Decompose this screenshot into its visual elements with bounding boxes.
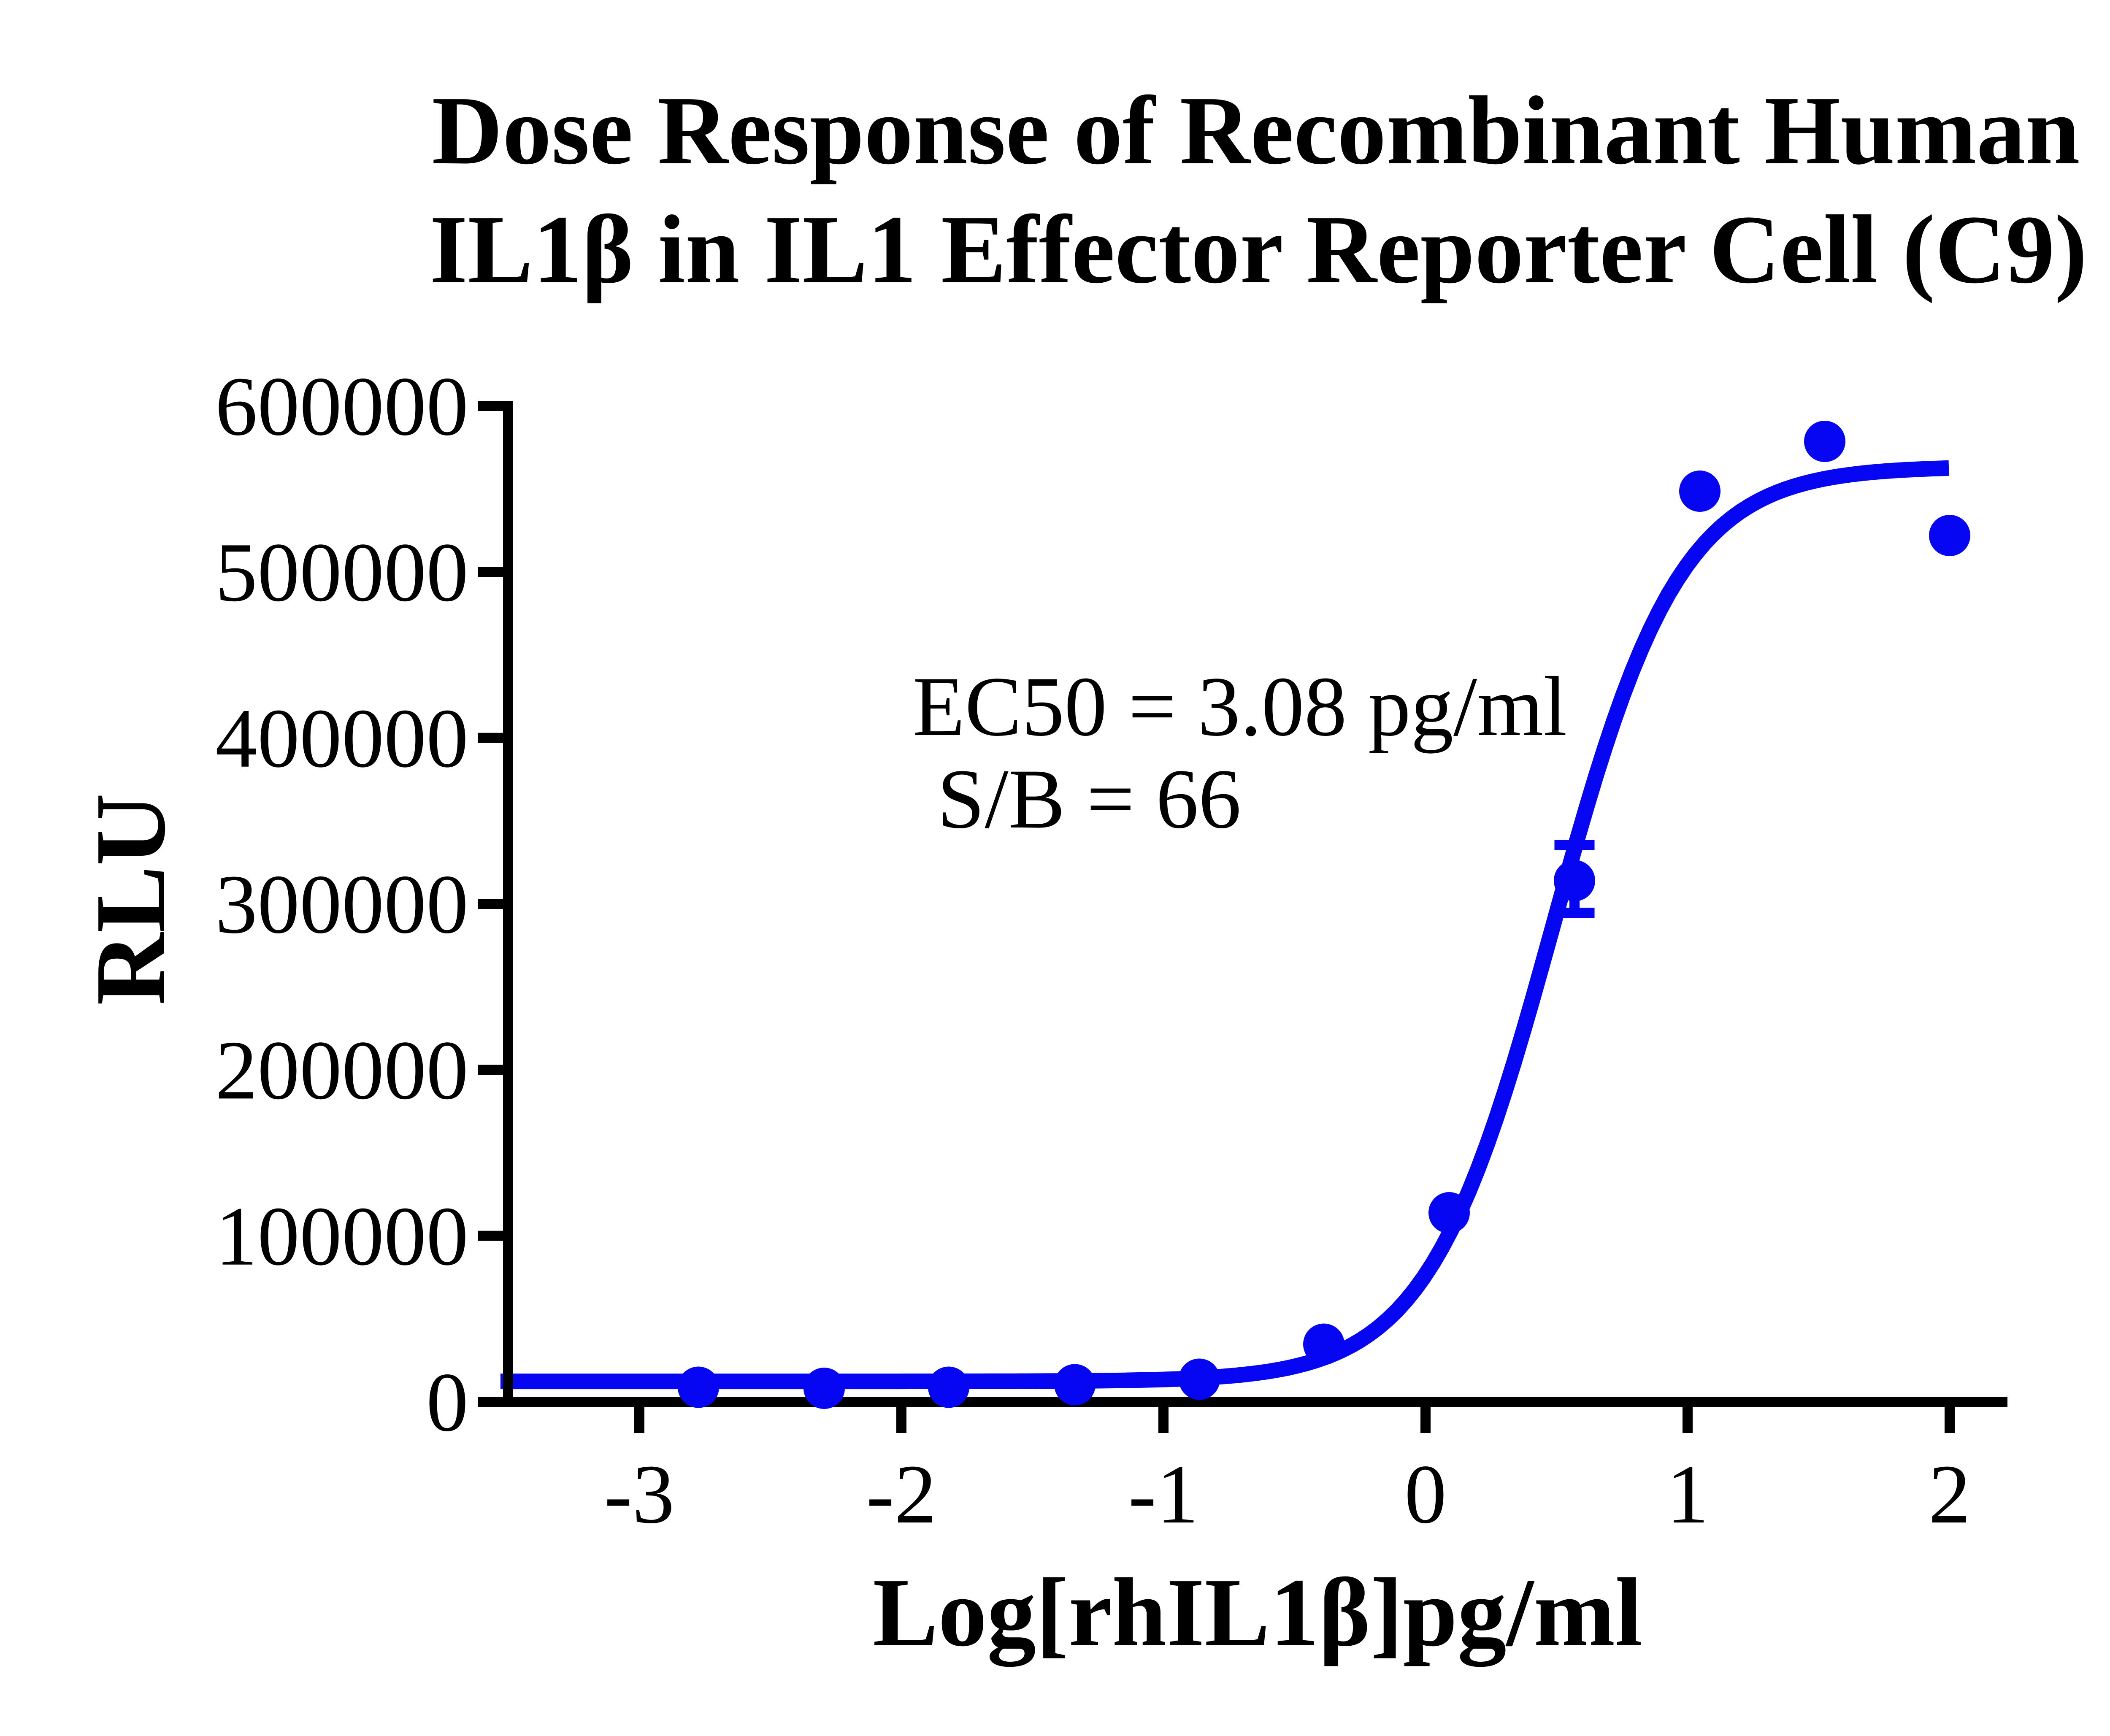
svg-text:2: 2 xyxy=(1929,1448,1971,1541)
svg-text:0: 0 xyxy=(1404,1448,1447,1541)
svg-text:EC50 = 3.08 pg/ml: EC50 = 3.08 pg/ml xyxy=(913,659,1567,754)
svg-text:500000: 500000 xyxy=(215,526,468,619)
svg-text:RLU: RLU xyxy=(75,793,186,1006)
svg-text:1: 1 xyxy=(1666,1448,1709,1541)
svg-text:200000: 200000 xyxy=(215,1024,468,1117)
svg-text:S/B = 66: S/B = 66 xyxy=(937,752,1241,846)
svg-text:100000: 100000 xyxy=(215,1190,468,1283)
svg-text:Log[rhIL1β]pg/ml: Log[rhIL1β]pg/ml xyxy=(873,1558,1642,1667)
svg-text:400000: 400000 xyxy=(215,692,468,785)
svg-text:Dose Response of Recombinant H: Dose Response of Recombinant Human xyxy=(432,76,2080,185)
svg-text:300000: 300000 xyxy=(215,858,468,951)
svg-text:-1: -1 xyxy=(1128,1448,1199,1541)
svg-text:-3: -3 xyxy=(604,1448,675,1541)
svg-text:600000: 600000 xyxy=(215,360,468,453)
svg-text:-2: -2 xyxy=(866,1448,937,1541)
svg-text:IL1β in IL1 Effector Reporter: IL1β in IL1 Effector Reporter Cell (C9) xyxy=(430,195,2087,304)
svg-text:0: 0 xyxy=(426,1356,468,1449)
